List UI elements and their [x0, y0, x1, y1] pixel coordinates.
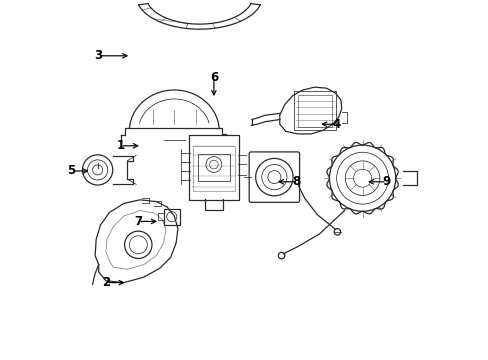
Text: 6: 6 [209, 71, 218, 84]
Text: 2: 2 [102, 276, 110, 289]
Text: 7: 7 [134, 215, 142, 228]
Text: 1: 1 [116, 139, 124, 152]
Text: 3: 3 [95, 49, 102, 62]
Text: 5: 5 [67, 165, 75, 177]
Text: 9: 9 [382, 175, 390, 188]
Circle shape [278, 252, 284, 259]
Text: 4: 4 [331, 118, 340, 131]
Text: 8: 8 [292, 175, 300, 188]
Circle shape [333, 229, 340, 235]
